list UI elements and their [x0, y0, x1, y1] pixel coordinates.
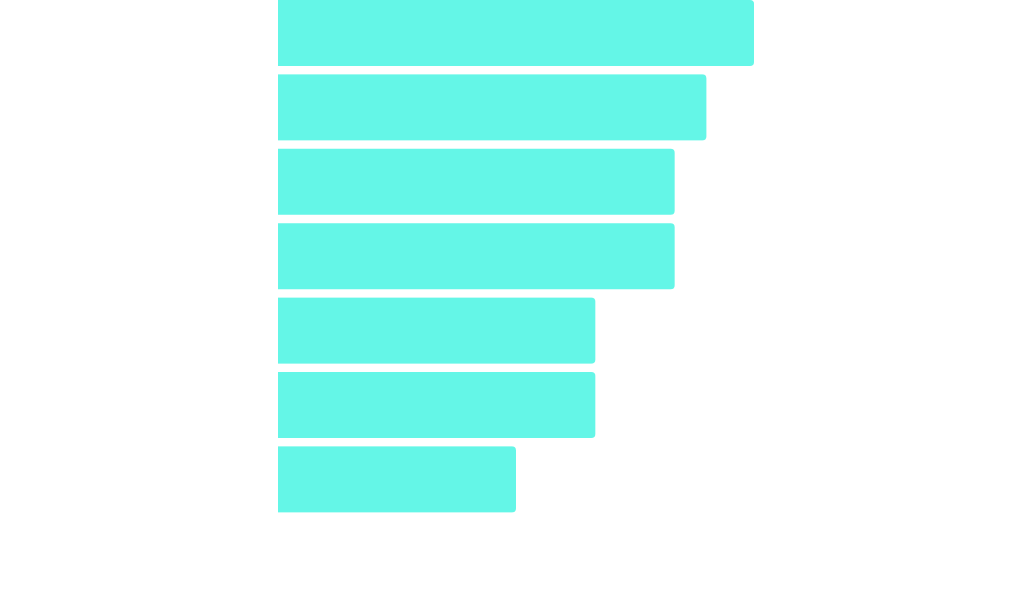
bar — [278, 223, 675, 290]
bar — [278, 0, 754, 66]
bar — [278, 372, 596, 438]
bar — [278, 297, 596, 364]
bar — [278, 74, 707, 141]
bar — [278, 148, 675, 215]
bar — [278, 446, 516, 513]
